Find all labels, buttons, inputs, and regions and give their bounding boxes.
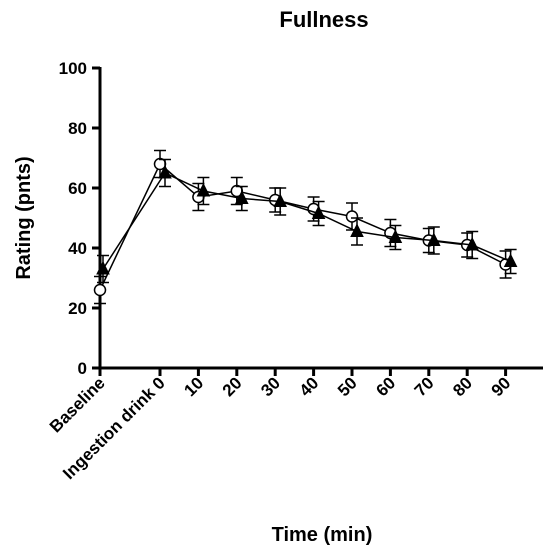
series-2 — [96, 158, 518, 284]
data-point-triangle — [158, 164, 172, 179]
x-tick-label: 30 — [257, 373, 284, 400]
data-point-triangle — [273, 193, 288, 207]
data-point-triangle — [96, 260, 110, 275]
data-point-triangle — [388, 229, 403, 243]
data-point-circle — [93, 283, 107, 297]
x-tick-label: 80 — [449, 373, 476, 400]
x-tick-label: Ingestion drink 0 — [59, 373, 169, 483]
series-layer — [93, 149, 518, 305]
y-tick-label: 60 — [68, 179, 87, 198]
x-tick-label: 70 — [411, 373, 438, 400]
y-tick-label: 80 — [68, 119, 87, 138]
data-point-triangle — [311, 205, 326, 219]
data-point-triangle — [350, 223, 364, 237]
data-point-triangle — [234, 190, 249, 204]
data-point-triangle — [503, 253, 518, 267]
x-tick-label: 40 — [296, 373, 323, 400]
x-tick-label: 20 — [219, 373, 246, 400]
data-point-triangle — [426, 232, 441, 246]
y-axis-title: Rating (pnts) — [13, 156, 35, 279]
data-point-triangle — [196, 182, 211, 197]
x-tick-label: 10 — [180, 373, 207, 400]
x-tick-label: 60 — [372, 373, 399, 400]
x-tick-label: Baseline — [46, 373, 109, 436]
data-point-triangle — [465, 236, 480, 251]
y-tick-label: 100 — [59, 59, 87, 78]
y-tick-label: 40 — [68, 239, 87, 258]
x-axis-title: Time (min) — [272, 524, 373, 546]
y-tick-label: 0 — [78, 359, 87, 378]
x-tick-label: 90 — [488, 373, 515, 400]
data-point-circle — [345, 210, 359, 223]
x-tick-label: 50 — [334, 373, 361, 400]
series-1 — [93, 149, 512, 305]
y-tick-label: 20 — [68, 299, 87, 318]
chart-title: Fullness — [279, 7, 368, 32]
series-line — [99, 162, 506, 291]
series-line — [102, 172, 511, 270]
y-ticks: 0 20 40 60 80 100 — [59, 59, 100, 378]
